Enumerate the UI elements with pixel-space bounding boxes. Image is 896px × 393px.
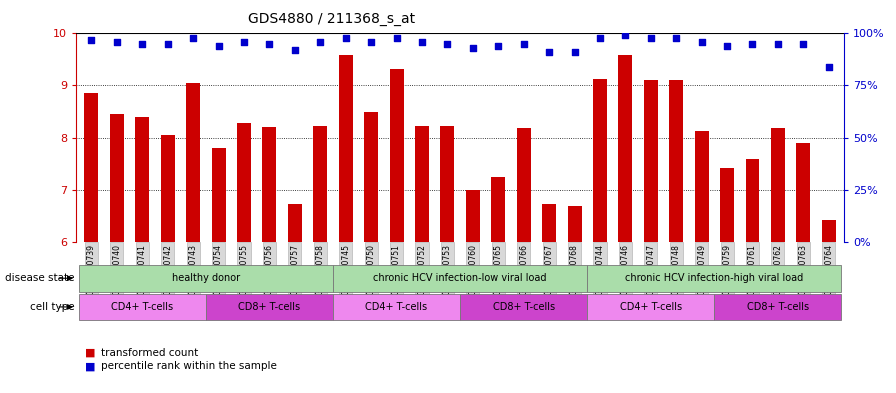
Text: chronic HCV infection-low viral load: chronic HCV infection-low viral load bbox=[374, 273, 547, 283]
Point bbox=[694, 39, 709, 45]
Bar bbox=[237, 123, 251, 242]
Bar bbox=[669, 80, 684, 242]
Point bbox=[415, 39, 429, 45]
Point bbox=[567, 49, 582, 55]
Text: percentile rank within the sample: percentile rank within the sample bbox=[101, 361, 277, 371]
Text: CD4+ T-cells: CD4+ T-cells bbox=[111, 302, 173, 312]
Text: CD4+ T-cells: CD4+ T-cells bbox=[366, 302, 427, 312]
Bar bbox=[441, 126, 454, 242]
Bar bbox=[211, 148, 226, 242]
Point bbox=[771, 40, 785, 47]
Bar bbox=[618, 55, 633, 242]
Point bbox=[643, 35, 658, 41]
Point bbox=[797, 40, 811, 47]
Bar bbox=[135, 117, 150, 242]
Point bbox=[364, 39, 378, 45]
Point bbox=[237, 39, 251, 45]
Point bbox=[211, 43, 226, 49]
Point bbox=[109, 39, 124, 45]
Bar bbox=[160, 135, 175, 242]
Point bbox=[516, 40, 530, 47]
Point bbox=[84, 37, 99, 43]
Point bbox=[491, 43, 505, 49]
Bar bbox=[288, 204, 302, 242]
Point bbox=[390, 35, 404, 41]
Text: disease state: disease state bbox=[4, 273, 74, 283]
Point bbox=[440, 40, 454, 47]
Bar bbox=[542, 204, 556, 242]
Text: CD8+ T-cells: CD8+ T-cells bbox=[493, 302, 555, 312]
Bar bbox=[390, 69, 403, 242]
Bar bbox=[84, 93, 99, 242]
Point bbox=[618, 32, 633, 39]
Point bbox=[466, 45, 480, 51]
Bar bbox=[745, 160, 760, 242]
Point bbox=[288, 47, 302, 53]
Point bbox=[263, 40, 277, 47]
Bar bbox=[771, 128, 785, 242]
Text: chronic HCV infection-high viral load: chronic HCV infection-high viral load bbox=[625, 273, 804, 283]
Bar bbox=[694, 131, 709, 242]
Bar bbox=[466, 189, 479, 242]
Text: transformed count: transformed count bbox=[101, 348, 199, 358]
Point bbox=[160, 40, 175, 47]
Text: CD4+ T-cells: CD4+ T-cells bbox=[620, 302, 682, 312]
Bar bbox=[186, 83, 200, 242]
Bar bbox=[822, 220, 836, 242]
Point bbox=[593, 35, 607, 41]
Point bbox=[313, 39, 327, 45]
Text: cell type: cell type bbox=[30, 302, 74, 312]
Text: ■: ■ bbox=[85, 348, 96, 358]
Bar bbox=[644, 80, 658, 242]
Text: CD8+ T-cells: CD8+ T-cells bbox=[747, 302, 809, 312]
Point bbox=[186, 35, 201, 41]
Point bbox=[745, 40, 760, 47]
Point bbox=[669, 35, 684, 41]
Bar bbox=[720, 168, 734, 242]
Text: GDS4880 / 211368_s_at: GDS4880 / 211368_s_at bbox=[248, 12, 415, 26]
Bar bbox=[593, 79, 607, 242]
Text: healthy donor: healthy donor bbox=[172, 273, 240, 283]
Bar bbox=[491, 176, 505, 242]
Bar bbox=[314, 126, 327, 242]
Bar bbox=[797, 143, 810, 242]
Point bbox=[822, 64, 836, 70]
Bar bbox=[415, 126, 429, 242]
Bar bbox=[263, 127, 276, 242]
Point bbox=[135, 40, 150, 47]
Point bbox=[542, 49, 556, 55]
Text: ■: ■ bbox=[85, 361, 96, 371]
Bar bbox=[567, 206, 582, 242]
Text: CD8+ T-cells: CD8+ T-cells bbox=[238, 302, 300, 312]
Bar bbox=[364, 112, 378, 242]
Point bbox=[339, 35, 353, 41]
Bar bbox=[517, 128, 530, 242]
Bar bbox=[339, 55, 353, 242]
Point bbox=[719, 43, 734, 49]
Bar bbox=[110, 114, 124, 242]
